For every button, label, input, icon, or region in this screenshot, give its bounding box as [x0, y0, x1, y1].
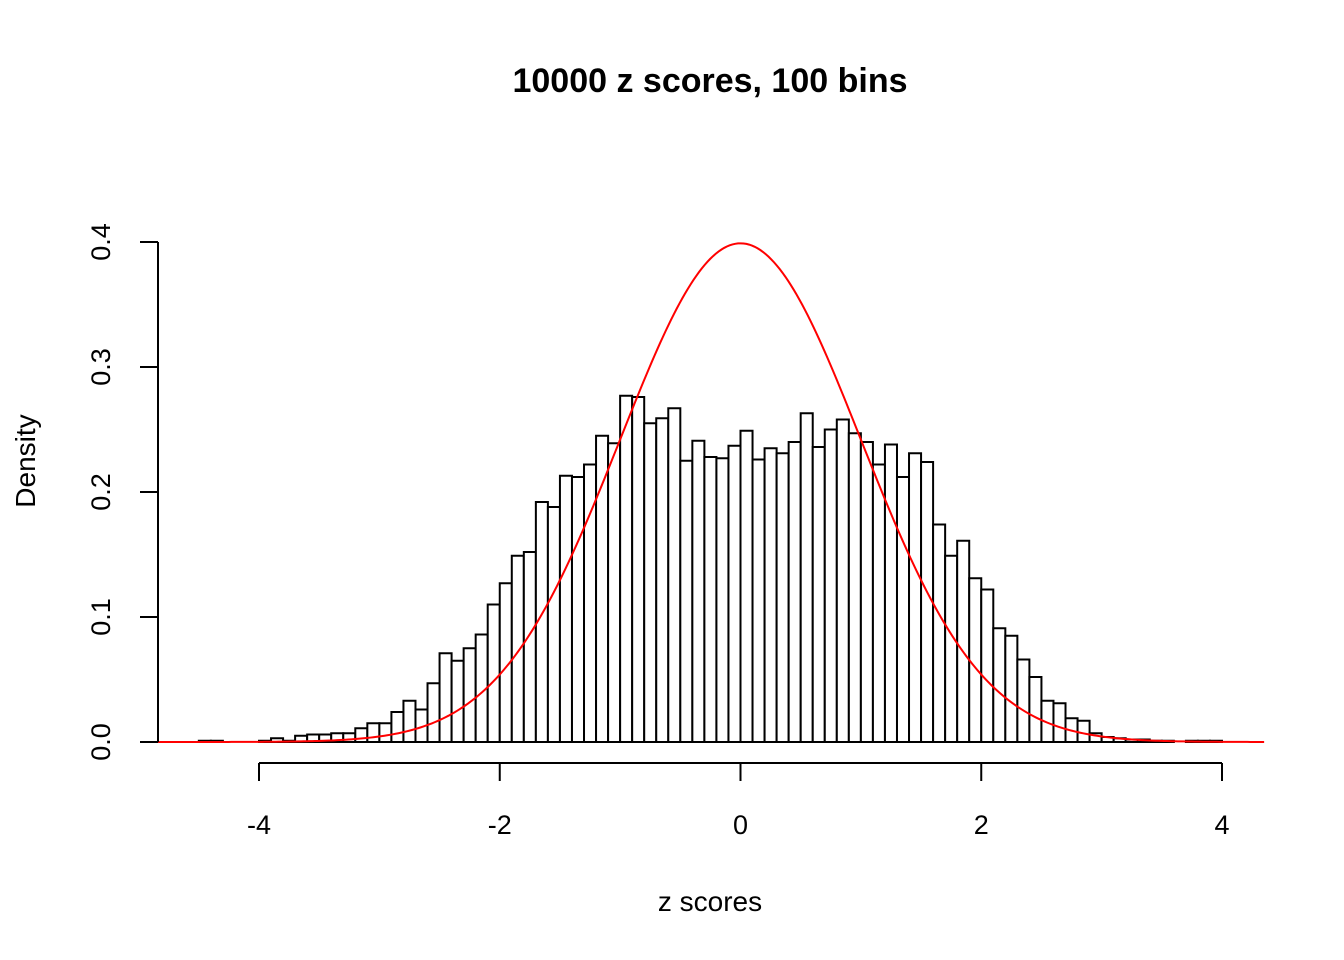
histogram-bar: [354, 727, 369, 743]
histogram-bar: [1076, 719, 1091, 743]
histogram-bar: [438, 652, 453, 743]
histogram-bar: [546, 506, 561, 743]
histogram-bar: [667, 407, 682, 743]
histogram-bar: [390, 711, 405, 743]
histogram-bar: [763, 447, 778, 743]
histogram-bar: [607, 442, 622, 743]
histogram-bar: [1052, 702, 1067, 743]
histogram-bar: [366, 722, 381, 743]
histogram-bar: [450, 659, 465, 743]
histogram-bar: [847, 432, 862, 743]
histogram-bar: [655, 417, 670, 743]
histogram-bar: [739, 429, 754, 743]
chart-title: 10000 z scores, 100 bins: [512, 62, 907, 100]
histogram-bar: [871, 463, 886, 743]
histogram-bar: [402, 699, 417, 743]
histogram-bar: [679, 459, 694, 743]
y-axis: 0.0 0.1 0.2 0.3 0.4: [86, 223, 159, 761]
histogram-bar: [811, 446, 826, 743]
histogram-bar: [1004, 634, 1019, 743]
x-tick-label: -2: [488, 810, 512, 840]
histogram-bar: [751, 458, 766, 743]
histogram-bar: [522, 551, 537, 743]
histogram-bar: [462, 647, 477, 743]
histogram-bar: [859, 441, 874, 743]
histogram-bar: [956, 539, 971, 743]
histogram-bar: [727, 444, 742, 743]
x-tick-label: 0: [733, 810, 748, 840]
y-tick-label: 0.3: [86, 348, 116, 386]
y-tick-label: 0.1: [86, 598, 116, 636]
y-axis-label: Density: [10, 414, 41, 507]
x-tick-label: 4: [1214, 810, 1229, 840]
x-axis-label: z scores: [658, 886, 762, 917]
y-tick-label: 0.4: [86, 223, 116, 261]
histogram-bar: [944, 554, 959, 743]
histogram-bar: [895, 476, 911, 743]
histogram-bar: [631, 396, 646, 743]
histogram-bar: [1016, 658, 1031, 743]
y-tick-label: 0.2: [86, 473, 116, 511]
histogram-bar: [992, 627, 1007, 743]
x-axis: -4 -2 0 2 4: [247, 762, 1230, 840]
histogram-bar: [595, 434, 610, 743]
bars: [197, 394, 1224, 743]
histogram-bar: [968, 577, 983, 743]
histogram-bar: [426, 682, 441, 743]
histogram-bar: [703, 456, 718, 743]
histogram-bar: [980, 588, 995, 743]
histogram-bar: [570, 476, 586, 743]
y-tick-label: 0.0: [86, 723, 116, 761]
histogram-bar: [883, 443, 898, 743]
histogram-bar: [486, 603, 501, 743]
histogram-bar: [643, 422, 658, 743]
histogram-bar: [835, 418, 850, 743]
histogram-bar: [908, 452, 923, 743]
normal-density-curve: [150, 242, 1265, 743]
histogram-bar: [558, 474, 573, 743]
x-tick-label: 2: [974, 810, 989, 840]
histogram-bar: [510, 554, 525, 743]
histogram-bar: [619, 394, 634, 743]
histogram-bar: [799, 412, 814, 743]
histogram-bar: [823, 428, 838, 743]
histogram-bar: [691, 439, 706, 743]
histogram-bar: [932, 523, 947, 743]
histogram-bar: [775, 452, 790, 743]
histogram-bar: [787, 441, 802, 743]
histogram-bar: [378, 722, 393, 743]
histogram-bar: [1028, 676, 1043, 743]
x-tick-label: -4: [247, 810, 271, 840]
histogram-bar: [715, 457, 730, 743]
